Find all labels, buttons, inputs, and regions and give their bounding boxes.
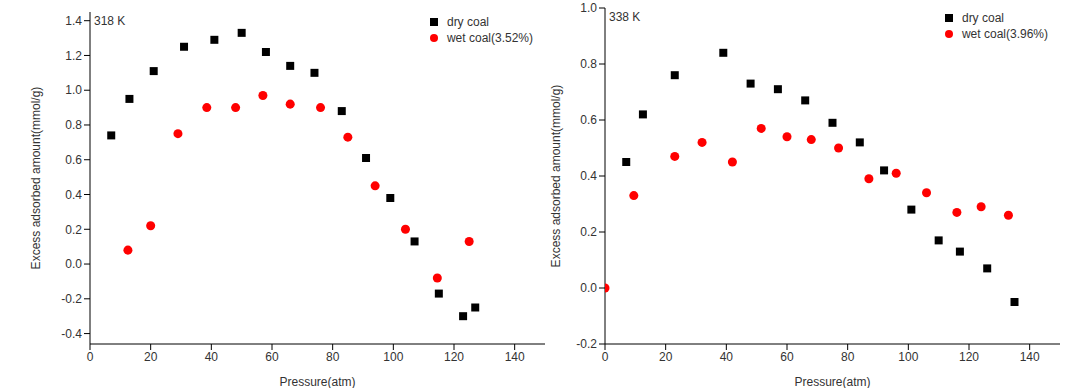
svg-text:0: 0	[602, 350, 609, 364]
html-text:318 K: 318 K	[94, 14, 126, 28]
svg-text:0.8: 0.8	[65, 118, 82, 132]
svg-text:1.2: 1.2	[65, 49, 82, 63]
svg-text:0.4: 0.4	[65, 188, 82, 202]
svg-text:80: 80	[841, 350, 855, 364]
svg-text:100: 100	[898, 350, 918, 364]
svg-text:140: 140	[1020, 350, 1040, 364]
svg-text:1.0: 1.0	[580, 1, 597, 15]
svg-text:140: 140	[505, 350, 525, 364]
svg-text:100: 100	[383, 350, 403, 364]
svg-text:1.4: 1.4	[65, 14, 82, 28]
svg-text:-0.2: -0.2	[576, 337, 597, 351]
svg-text:0.2: 0.2	[65, 223, 82, 237]
svg-text:0.8: 0.8	[580, 57, 597, 71]
html-text:dry coal: dry coal	[447, 15, 489, 29]
svg-text:40: 40	[720, 350, 734, 364]
svg-text:0.6: 0.6	[65, 153, 82, 167]
svg-text:80: 80	[326, 350, 340, 364]
svg-text:Excess adsorbed amount(mmol/g): Excess adsorbed amount(mmol/g)	[550, 85, 563, 268]
svg-text:-0.4: -0.4	[61, 327, 82, 341]
html-text:dry coal: dry coal	[962, 11, 1004, 25]
svg-text:20: 20	[659, 350, 673, 364]
svg-text:120: 120	[444, 350, 464, 364]
svg-text:60: 60	[780, 350, 794, 364]
svg-text:Excess adsorbed amount(mmol/g): Excess adsorbed amount(mmol/g)	[29, 87, 43, 270]
svg-text:20: 20	[144, 350, 158, 364]
svg-text:60: 60	[265, 350, 279, 364]
svg-text:0.0: 0.0	[65, 257, 82, 271]
svg-text:Pressure(atm): Pressure(atm)	[794, 375, 870, 388]
svg-text:120: 120	[959, 350, 979, 364]
html-text:wet coal(3.96%): wet coal(3.96%)	[962, 27, 1048, 41]
svg-text:0.0: 0.0	[580, 281, 597, 295]
svg-text:0.6: 0.6	[580, 113, 597, 127]
html-text:wet coal(3.52%): wet coal(3.52%)	[447, 31, 533, 45]
svg-text:-0.2: -0.2	[61, 292, 82, 306]
svg-text:1.0: 1.0	[65, 83, 82, 97]
svg-text:0.4: 0.4	[580, 169, 597, 183]
svg-text:40: 40	[205, 350, 219, 364]
svg-text:0: 0	[87, 350, 94, 364]
svg-text:Pressure(atm): Pressure(atm)	[279, 375, 355, 388]
html-text:338 K: 338 K	[609, 10, 641, 24]
svg-text:0.2: 0.2	[580, 225, 597, 239]
